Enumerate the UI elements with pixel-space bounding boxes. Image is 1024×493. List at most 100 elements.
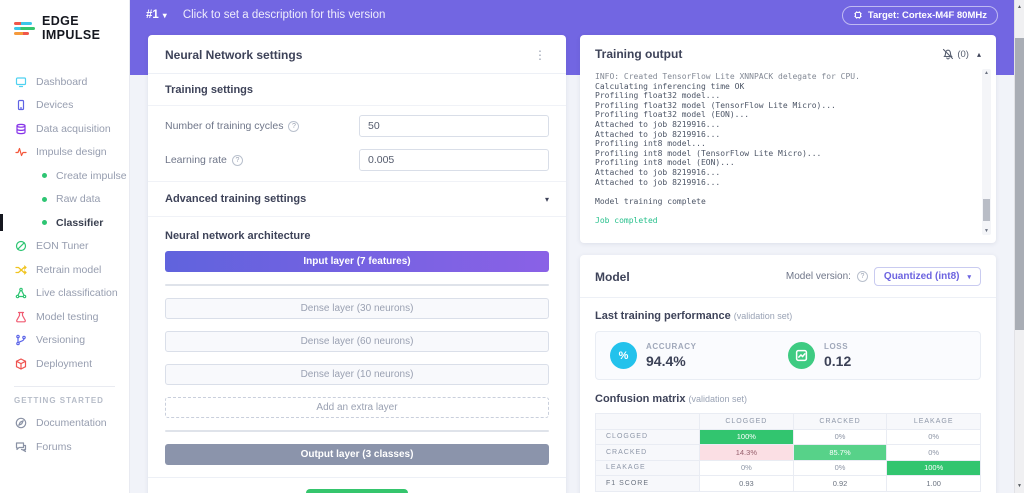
add-layer-button[interactable]: Add an extra layer [165,397,549,418]
chevron-down-icon: ▾ [162,10,167,20]
console-line: Profiling int8 model (TensorFlow Lite Mi… [595,148,822,158]
training-settings-heading: Training settings [148,74,566,106]
sidebar-item-raw-data[interactable]: Raw data [0,188,129,212]
confusion-matrix-table: CLOGGED CRACKED LEAKAGE CLOGGED 100% 0% … [594,413,981,492]
dense-layer-2[interactable]: Dense layer (60 neurons) [165,331,549,352]
matrix-cell: 0% [886,444,981,461]
sidebar-item-devices[interactable]: Devices [0,94,129,118]
sidebar-item-label: Data acquisition [36,122,111,135]
sidebar-item-versioning[interactable]: Versioning [0,329,129,353]
sidebar-item-classifier[interactable]: Classifier [0,211,129,235]
training-output-title: Training output [595,47,683,61]
help-icon[interactable]: ? [856,271,868,282]
active-indicator [0,214,3,231]
sidebar-item-documentation[interactable]: Documentation [0,412,129,436]
sidebar-nav: Dashboard Devices Data acquisition Impul… [0,70,129,459]
sidebar-item-live-classification[interactable]: Live classification [0,282,129,306]
help-icon[interactable]: ? [288,120,300,132]
green-dot-icon [42,173,47,179]
page-scrollbar-thumb[interactable] [1015,38,1024,330]
matrix-cell: 0% [792,428,888,445]
collapse-icon[interactable]: ▴ [976,49,981,59]
sidebar-item-forums[interactable]: Forums [0,435,129,459]
learning-rate-input[interactable] [359,149,549,171]
start-training-button[interactable]: Start training [305,489,409,493]
nn-card-title: Neural Network settings [165,48,303,62]
sidebar-item-data-acquisition[interactable]: Data acquisition [0,117,129,141]
advanced-training-settings-toggle[interactable]: Advanced training settings ▾ [148,181,566,217]
sidebar-item-retrain-model[interactable]: Retrain model [0,258,129,282]
bell-slash-icon [943,48,954,60]
matrix-cell: 0.93 [699,475,794,492]
brand-name: EDGE IMPULSE [42,14,101,42]
input-layer[interactable]: Input layer (7 features) [165,251,549,272]
sidebar-item-model-testing[interactable]: Model testing [0,305,129,329]
console-line: Attached to job 8219916... [595,177,721,187]
green-dot-icon [42,220,47,226]
performance-panel: % ACCURACY 94.4% LOSS 0.12 [595,331,981,380]
edge-impulse-logo: EDGE IMPULSE [0,0,129,52]
kebab-menu-icon[interactable]: ⋮ [534,48,546,62]
dense-layer-3[interactable]: Dense layer (10 neurons) [165,364,549,385]
layer-divider [165,430,549,432]
architecture-layers: Input layer (7 features) Dense layer (30… [148,251,566,465]
matrix-row-cracked: CRACKED 14.3% 85.7% 0% [594,444,981,461]
version-description[interactable]: Click to set a description for this vers… [182,9,386,21]
matrix-row-f1: F1 SCORE 0.93 0.92 1.00 [594,475,981,492]
learning-rate-label: Learning rate ? [165,154,243,166]
shuffle-icon [14,263,27,276]
matrix-cell: 85.7% [792,444,888,461]
training-output-card: Training output (0) ▴ INFO: Created Tens… [580,35,996,243]
edge-impulse-logo-icon [14,21,35,35]
sidebar-item-label: Retrain model [36,263,102,276]
matrix-cell: 100% [699,428,794,445]
scroll-up-icon[interactable]: ▲ [1017,4,1022,10]
notifications-toggle[interactable]: (0) [942,48,969,60]
console-line: INFO: Created TensorFlow Lite XNNPACK de… [595,72,860,81]
model-version-value: Quantized (int8) [883,271,960,282]
chat-icon [14,440,27,453]
matrix-col-header: CLOGGED [699,413,794,430]
sidebar-item-deployment[interactable]: Deployment [0,352,129,376]
matrix-cell: 1.00 [886,475,981,492]
scroll-down-icon[interactable]: ▼ [1017,483,1022,489]
matrix-row-leakage: LEAKAGE 0% 0% 100% [594,459,981,476]
scroll-up-icon[interactable]: ▲ [984,70,989,76]
console-line: Attached to job 8219916... [595,119,721,129]
training-cycles-row: Number of training cycles ? [148,109,566,143]
sidebar-item-eon-tuner[interactable]: EON Tuner [0,235,129,259]
sidebar-item-impulse-design[interactable]: Impulse design [0,141,129,165]
output-layer[interactable]: Output layer (3 classes) [165,444,549,465]
accuracy-metric: % ACCURACY 94.4% [610,342,788,369]
page-scrollbar[interactable]: ▲ ▼ [1014,0,1024,493]
console-line: Attached to job 8219916... [595,167,721,177]
nodes-icon [14,287,27,300]
target-badge-label: Target: Cortex-M4F 80MHz [867,9,987,21]
loss-value: 0.12 [824,353,852,369]
percent-icon: % [610,342,637,369]
sidebar-item-label: Model testing [36,310,99,323]
matrix-col-header: LEAKAGE [886,413,981,430]
model-version-select[interactable]: Quantized (int8) ▾ [873,267,981,286]
console-scrollbar-thumb[interactable] [983,199,990,221]
scroll-down-icon[interactable]: ▼ [984,228,989,234]
training-cycles-input[interactable] [359,115,549,137]
sidebar: EDGE IMPULSE Dashboard Devices Data acqu… [0,0,130,493]
target-badge[interactable]: Target: Cortex-M4F 80MHz [841,5,998,25]
console-line: Profiling float32 model (EON)... [595,110,750,120]
console-line: Profiling int8 model... [595,139,706,149]
sidebar-divider [14,385,115,387]
sidebar-item-dashboard[interactable]: Dashboard [0,70,129,94]
performance-heading: Last training performance (validation se… [595,310,793,322]
devices-icon [14,99,27,112]
chip-icon [854,11,862,19]
sidebar-item-create-impulse[interactable]: Create impulse [0,164,129,188]
console-line-success: Job completed [595,215,658,225]
version-number: #1 [146,9,159,21]
main-area: #1 ▾ Click to set a description for this… [130,0,1014,493]
version-dropdown[interactable]: #1 ▾ [146,9,167,21]
help-icon[interactable]: ? [231,154,243,166]
dense-layer-1[interactable]: Dense layer (30 neurons) [165,298,549,319]
sidebar-item-label: Create impulse [56,169,127,182]
console-scrollbar[interactable]: ▲ ▼ [982,69,991,235]
